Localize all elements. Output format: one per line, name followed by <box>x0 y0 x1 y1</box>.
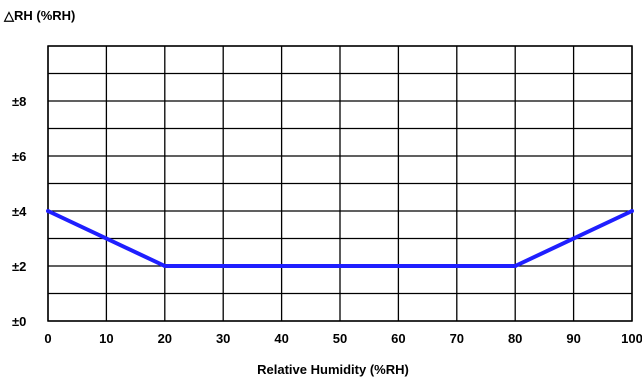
data-point <box>46 209 50 213</box>
data-point <box>630 209 634 213</box>
x-tick-label: 70 <box>450 331 464 346</box>
series-layer <box>46 209 634 268</box>
x-tick-label: 10 <box>99 331 113 346</box>
y-tick-label: ±2 <box>12 259 26 274</box>
x-axis-title: Relative Humidity (%RH) <box>257 362 409 377</box>
data-point <box>513 264 518 268</box>
x-tick-label: 30 <box>216 331 230 346</box>
y-tick-label: ±8 <box>12 94 26 109</box>
x-tick-label: 100 <box>621 331 642 346</box>
grid <box>47 45 633 322</box>
y-tick-label: ±6 <box>12 149 26 164</box>
x-tick-label: 0 <box>44 331 51 346</box>
x-tick-label: 50 <box>333 331 347 346</box>
data-point <box>162 264 167 268</box>
y-axis-title: △RH (%RH) <box>3 8 75 23</box>
series-line <box>47 209 633 268</box>
x-tick-label: 80 <box>508 331 522 346</box>
x-tick-label: 60 <box>391 331 405 346</box>
x-tick-label: 20 <box>158 331 172 346</box>
y-tick-label: ±0 <box>12 314 26 329</box>
y-tick-label: ±4 <box>12 204 27 219</box>
x-tick-label: 40 <box>274 331 288 346</box>
x-tick-label: 90 <box>566 331 580 346</box>
tick-labels: 0 10 20 30 40 50 60 70 80 90 100 ±0 ±2 ±4 ±6 ±8 <box>12 94 642 346</box>
